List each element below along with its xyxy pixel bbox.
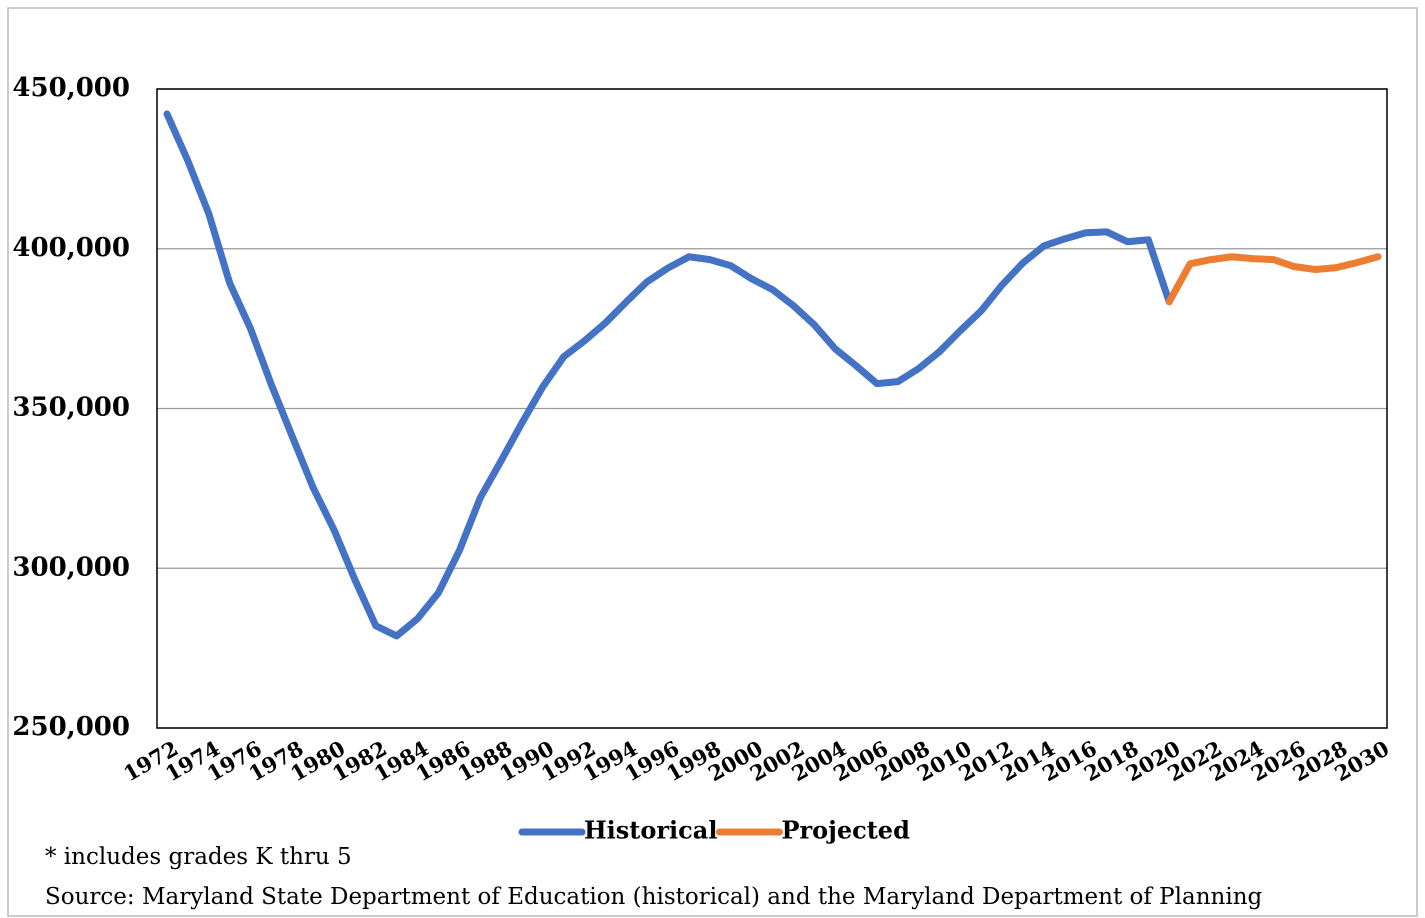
- legend-label: Projected: [781, 816, 910, 845]
- y-tick-label: 300,000: [12, 552, 130, 582]
- series-line: [163, 110, 1173, 640]
- y-tick-label: 250,000: [12, 712, 130, 742]
- series-line: [1165, 253, 1382, 306]
- footnote: * includes grades K thru 5: [45, 844, 352, 870]
- y-tick-label: 400,000: [12, 233, 130, 263]
- plot-area: [156, 88, 1388, 729]
- y-tick-label: 450,000: [12, 73, 130, 103]
- chart-frame: [7, 7, 1418, 917]
- source-note: Source: Maryland State Department of Edu…: [45, 884, 1263, 910]
- legend-label: Historical: [584, 816, 717, 845]
- y-tick-label: 350,000: [12, 393, 130, 423]
